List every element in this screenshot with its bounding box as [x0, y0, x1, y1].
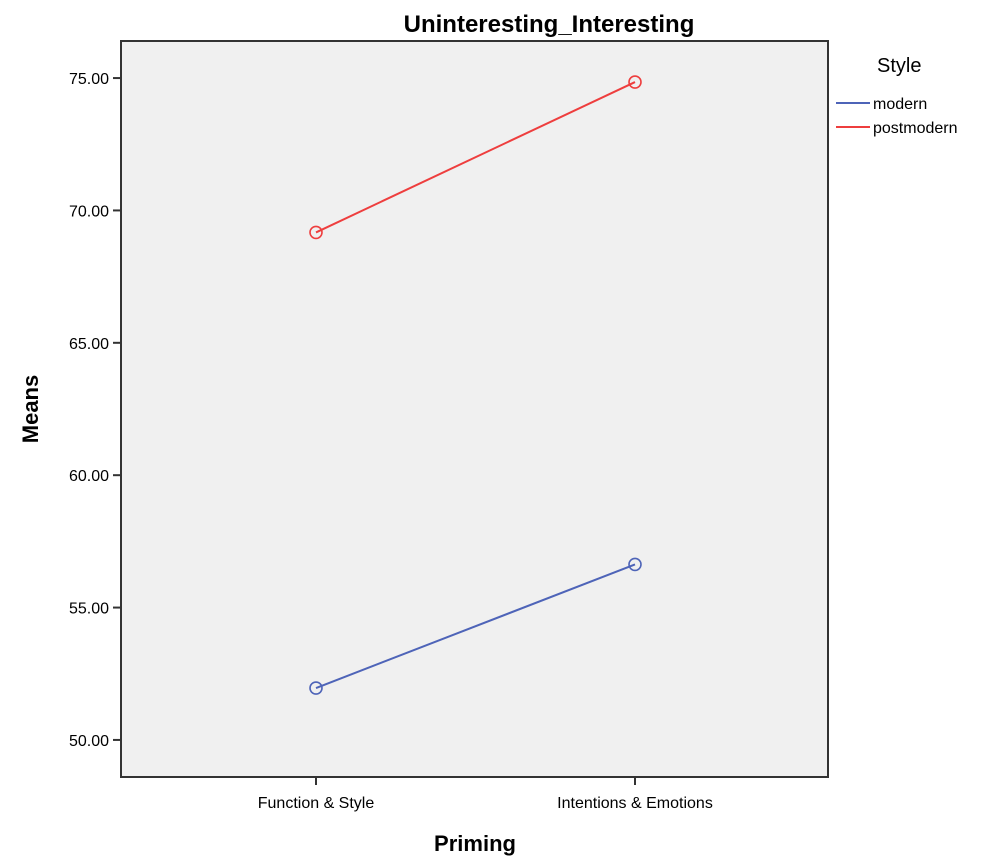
- y-tick-label: 60.00: [69, 468, 109, 485]
- legend-label-modern: modern: [873, 96, 927, 113]
- y-tick-label: 65.00: [69, 336, 109, 353]
- chart-title: Uninteresting_Interesting: [404, 11, 695, 38]
- x-axis: Function & Style Intentions & Emotions: [258, 777, 713, 812]
- data-point-modern: [628, 557, 642, 572]
- series-line-postmodern: [315, 81, 636, 234]
- y-tick-label: 70.00: [69, 203, 109, 220]
- data-point-modern: [309, 681, 323, 695]
- data-point-postmodern: [628, 75, 642, 89]
- data-point-postmodern: [309, 225, 323, 240]
- x-tick-label: Function & Style: [258, 795, 375, 812]
- plot-area: [120, 40, 829, 778]
- series-line-modern: [315, 563, 636, 689]
- legend: Style modern postmodern: [836, 55, 958, 137]
- series-layer: [309, 75, 642, 695]
- x-axis-label: Priming: [434, 831, 516, 856]
- series-postmodern: [309, 75, 642, 240]
- y-axis-label: Means: [18, 375, 43, 443]
- series-modern: [309, 557, 642, 695]
- y-axis: 50.00 55.00 60.00 65.00 70.00 75.00: [69, 71, 121, 750]
- legend-title: Style: [877, 55, 921, 77]
- y-tick-label: 75.00: [69, 71, 109, 88]
- y-tick-label: 50.00: [69, 733, 109, 750]
- x-tick-label: Intentions & Emotions: [557, 795, 713, 812]
- legend-label-postmodern: postmodern: [873, 120, 958, 137]
- y-tick-label: 55.00: [69, 601, 109, 618]
